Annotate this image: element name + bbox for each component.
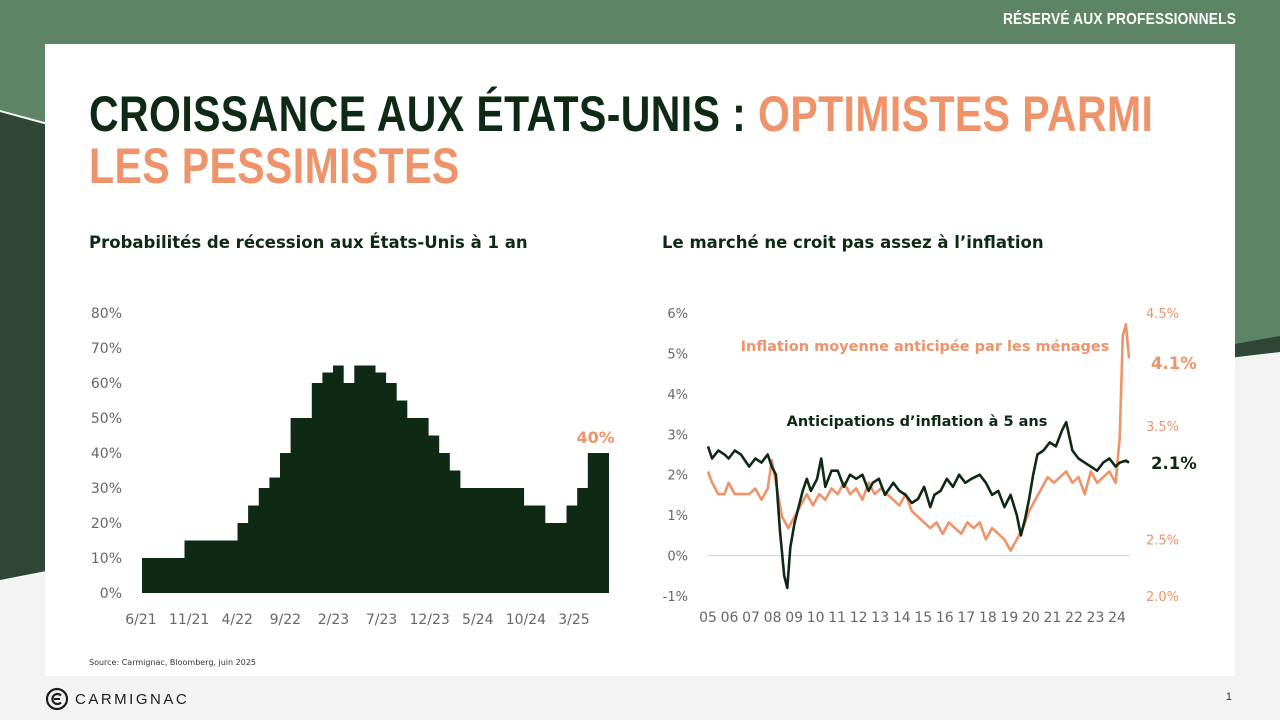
x-tick-label: 4/22 — [221, 612, 252, 628]
x-tick-label: 10/24 — [506, 612, 546, 628]
five-year-inflation-line — [706, 420, 1130, 590]
y-left-tick-label: 2% — [667, 469, 688, 484]
x-tick-label: 22 — [1065, 610, 1083, 626]
y-tick-label: 40% — [91, 446, 122, 462]
five-year-series-label: Anticipations d’inflation à 5 ans — [787, 414, 1048, 430]
x-tick-label: 16 — [936, 610, 954, 626]
x-tick-label: 14 — [893, 610, 911, 626]
x-tick-label: 21 — [1044, 610, 1062, 626]
x-tick-label: 09 — [785, 610, 803, 626]
x-tick-label: 7/23 — [366, 612, 397, 628]
y-right-tick-label: 2.0% — [1146, 590, 1179, 605]
professional-tag: RÉSERVÉ AUX PROFESSIONNELS — [1002, 11, 1236, 28]
x-tick-label: 2/23 — [318, 612, 349, 628]
x-tick-label: 19 — [1000, 610, 1018, 626]
y-left-tick-label: 4% — [667, 388, 688, 403]
y-left-tick-label: 3% — [667, 428, 688, 443]
x-tick-label: 06 — [721, 610, 739, 626]
y-right-tick-label: 3.5% — [1146, 420, 1179, 435]
household-last-value: 4.1% — [1151, 354, 1197, 373]
x-tick-label: 10 — [807, 610, 825, 626]
y-tick-label: 10% — [91, 551, 122, 567]
x-tick-label: 08 — [764, 610, 782, 626]
x-tick-label: 3/25 — [558, 612, 589, 628]
page-number: 1 — [1225, 691, 1232, 703]
recession-probability-chart: 0% 10% 20% 30% 40% 50% 60% 70% 80% 6/21 11/21 4/22 9… — [91, 306, 615, 628]
title-part-orange: OPTIMISTES PARMI — [758, 86, 1154, 142]
x-tick-label: 6/21 — [125, 612, 156, 628]
x-tick-label: 05 — [699, 610, 717, 626]
chart1-title: Probabilités de récession aux États-Unis… — [89, 233, 528, 252]
x-tick-label: 07 — [742, 610, 760, 626]
x-tick-label: 11 — [828, 610, 846, 626]
x-tick-label: 18 — [979, 610, 997, 626]
recession-probability-area — [142, 365, 609, 593]
y-right-tick-label: 2.5% — [1146, 533, 1179, 548]
x-tick-label: 9/22 — [270, 612, 301, 628]
carmignac-logo-icon — [45, 687, 69, 711]
y-left-tick-label: 6% — [667, 307, 688, 322]
brand-logo: CARMIGNAC — [45, 687, 189, 711]
y-right-tick-label: 4.5% — [1146, 307, 1179, 322]
y-tick-label: 80% — [91, 306, 122, 322]
x-tick-label: 15 — [914, 610, 932, 626]
title-part-orange-line2: LES PESSIMISTES — [89, 138, 460, 194]
source-note: Source: Carmignac, Bloomberg, juin 2025 — [89, 658, 256, 667]
y-left-tick-label: 5% — [667, 347, 688, 362]
x-tick-label: 12 — [850, 610, 868, 626]
page-title: CROISSANCE AUX ÉTATS-UNIS : OPTIMISTES P… — [89, 86, 1153, 194]
y-left-tick-label: 0% — [667, 550, 688, 565]
five-year-last-value: 2.1% — [1151, 454, 1197, 473]
y-tick-label: 70% — [91, 341, 122, 357]
last-value-label: 40% — [577, 428, 615, 447]
x-tick-label: 20 — [1022, 610, 1040, 626]
brand-name: CARMIGNAC — [75, 690, 190, 708]
y-tick-label: 20% — [91, 516, 122, 532]
y-left-tick-label: -1% — [663, 590, 688, 605]
x-tick-label: 11/21 — [169, 612, 209, 628]
x-tick-label: 13 — [871, 610, 889, 626]
y-tick-label: 0% — [100, 586, 122, 602]
x-tick-label: 23 — [1087, 610, 1105, 626]
x-tick-label: 17 — [957, 610, 975, 626]
y-tick-label: 60% — [91, 376, 122, 392]
y-tick-label: 30% — [91, 481, 122, 497]
household-series-label: Inflation moyenne anticipée par les ména… — [741, 339, 1110, 355]
chart2-title: Le marché ne croit pas assez à l’inflati… — [662, 233, 1044, 252]
x-tick-label: 12/23 — [409, 612, 449, 628]
title-part-dark: CROISSANCE AUX ÉTATS-UNIS : — [89, 86, 759, 142]
y-tick-label: 50% — [91, 411, 122, 427]
x-tick-label: 24 — [1108, 610, 1126, 626]
household-inflation-line — [706, 322, 1131, 552]
y-left-tick-label: 1% — [667, 509, 688, 524]
inflation-expectations-chart: -1%0%1%2%3%4%5%6%2.0%2.5%3.5%4.5%05 06 07 0… — [663, 307, 1198, 626]
x-tick-label: 5/24 — [462, 612, 494, 628]
